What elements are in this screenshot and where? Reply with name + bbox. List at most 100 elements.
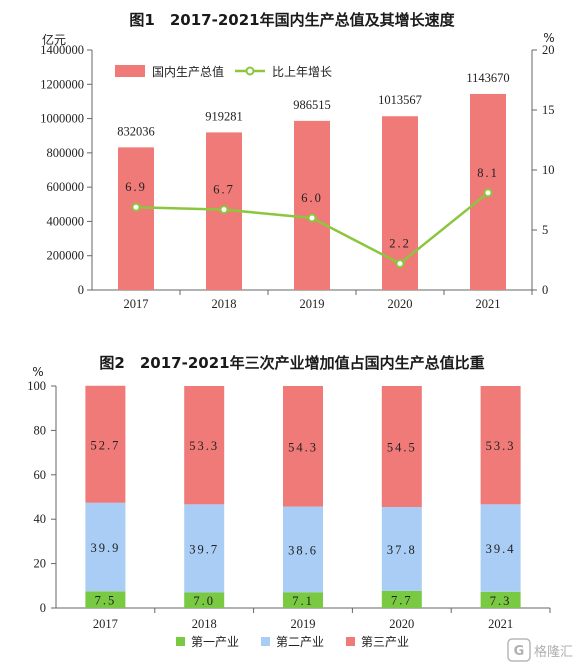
x-tick-label: 2018 [212,297,237,311]
x-tick-label: 2017 [124,297,149,311]
gdp-value-label: 919281 [205,109,243,123]
segment-value-label: 39.7 [189,542,219,556]
chart2: 图2 2017-2021年三次产业增加值占国内生产总值比重 % 0 20 40 60 8… [27,354,551,649]
chart1-growth-line: 6.9 6.7 6.0 2.2 8.1 [125,166,499,269]
primary-industry-segment [381,590,422,608]
y-tick-label: 40 [34,512,47,526]
x-tick-label: 2021 [476,297,501,311]
right-tick-label: 15 [542,103,555,117]
primary-industry-segment [184,592,225,608]
right-tick-label: 20 [542,43,555,57]
legend-label: 第二产业 [276,635,324,649]
gdp-bar [118,147,154,290]
x-tick-label: 2017 [93,617,118,631]
growth-point [307,213,317,223]
x-tick-label: 2019 [300,297,325,311]
left-tick-label: 1400000 [40,43,84,57]
chart2-bars: 7.5 39.9 52.7 7.0 39.7 53.3 7.1 38.6 54.3 7.7 37.8… [85,385,521,608]
gdp-bar [294,120,330,290]
gdp-value-label: 986515 [293,98,331,112]
segment-value-label: 53.3 [486,439,516,453]
chart1-left-unit: 亿元 [42,32,66,47]
chart2-title: 图2 2017-2021年三次产业增加值占国内生产总值比重 [99,354,484,372]
chart1-bars: 832036 919281 986515 1013567 1143670 [117,71,510,290]
legend-label: 第一产业 [191,635,239,649]
left-tick-label: 1200000 [40,77,84,91]
growth-value-label: 6.9 [125,180,147,194]
left-tick-label: 0 [78,283,84,297]
growth-value-label: 2.2 [389,237,411,251]
segment-value-label: 54.3 [288,440,318,454]
x-tick-label: 2020 [389,617,414,631]
segment-value-label: 38.6 [288,543,318,557]
left-tick-label: 800000 [47,146,85,160]
tertiary-industry-segment [85,385,126,503]
chart1-x-axis: 2017 2018 2019 2020 2021 [124,290,533,311]
chart2-y-unit: % [32,365,43,379]
legend-growth-label: 比上年增长 [272,65,332,79]
segment-value-label: 53.3 [189,439,219,453]
watermark-text: 格隆汇 [534,644,573,660]
right-tick-label: 0 [542,283,548,297]
growth-point [395,259,405,269]
chart1-right-unit: % [543,31,554,45]
segment-value-label: 7.7 [391,593,413,607]
growth-value-label: 6.7 [213,183,235,197]
segment-value-label: 7.3 [490,594,512,608]
growth-point [219,205,229,215]
gdp-value-label: 1013567 [378,93,422,107]
gdp-value-label: 1143670 [466,71,509,85]
secondary-industry-segment [480,504,521,592]
legend-line-marker [245,66,255,76]
y-tick-label: 100 [27,379,46,393]
legend-swatch [176,637,185,646]
growth-point [483,188,493,198]
y-tick-label: 20 [34,557,47,571]
primary-industry-segment [85,591,126,608]
segment-value-label: 39.4 [486,542,516,556]
chart2-x-axis: 2017 2018 2019 2020 2021 [93,608,551,631]
legend-gdp-label: 国内生产总值 [152,64,224,79]
secondary-industry-segment [283,506,323,593]
watermark: G 格隆汇 [507,638,573,662]
watermark-logo-glyph: G [514,644,525,659]
gdp-value-label: 832036 [117,124,155,138]
growth-point [131,202,141,212]
segment-value-label: 37.8 [387,543,417,557]
growth-value-label: 8.1 [477,166,499,180]
chart1-right-axis: 0 5 10 15 20 [532,43,555,297]
y-tick-label: 60 [34,468,47,482]
tertiary-industry-segment [480,386,521,505]
chart2-legend: 第一产业 第二产业 第三产业 [176,635,409,649]
left-tick-label: 200000 [47,249,85,263]
x-tick-label: 2020 [388,297,413,311]
segment-value-label: 7.0 [193,594,215,608]
segment-value-label: 54.5 [387,440,417,454]
legend-swatch [261,637,270,646]
legend-bar-swatch [115,65,145,77]
chart1: 图1 2017-2021年国内生产总值及其增长速度 亿元 % 0 200000 40… [40,11,554,311]
chart1-legend: 国内生产总值 比上年增长 [115,64,332,79]
chart1-title: 图1 2017-2021年国内生产总值及其增长速度 [129,11,455,29]
tertiary-industry-segment [381,386,422,507]
chart1-left-axis: 0 200000 400000 600000 800000 1000000 1200000 1… [40,43,92,297]
y-tick-label: 0 [40,601,46,615]
primary-industry-segment [283,592,323,608]
left-tick-label: 400000 [47,214,85,228]
right-tick-label: 10 [542,163,555,177]
primary-industry-segment [480,591,521,608]
chart2-y-axis: 0 20 40 60 80 100 [27,379,56,615]
segment-value-label: 7.5 [95,594,117,608]
left-tick-label: 600000 [47,180,85,194]
x-tick-label: 2021 [488,617,513,631]
segment-value-label: 7.1 [292,594,314,608]
segment-value-label: 52.7 [90,438,120,452]
secondary-industry-segment [85,502,126,592]
legend-label: 第三产业 [361,635,409,649]
right-tick-label: 5 [542,223,548,237]
tertiary-industry-segment [184,386,225,505]
x-tick-label: 2019 [291,617,316,631]
secondary-industry-segment [381,506,422,591]
segment-value-label: 39.9 [90,541,120,555]
